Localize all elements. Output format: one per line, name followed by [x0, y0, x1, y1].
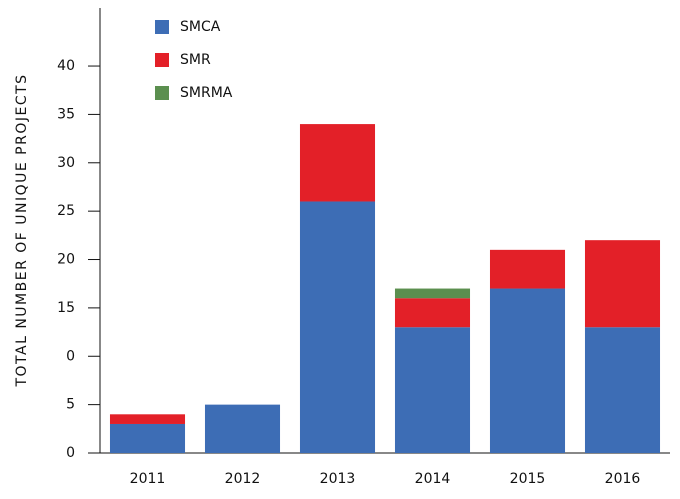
- bar-segment: [299, 124, 376, 202]
- bar-segment: [394, 327, 471, 453]
- x-tick-label: 2014: [415, 471, 451, 487]
- bar-segment: [584, 327, 661, 453]
- y-axis-label: TOTAL NUMBER OF UNIQUE PROJECTS: [14, 73, 30, 387]
- bar-segment: [394, 298, 471, 328]
- y-tick-label: 0: [66, 348, 75, 364]
- y-tick-label: 25: [57, 203, 75, 219]
- bar-segment: [109, 414, 186, 424]
- bar-segment: [204, 404, 281, 453]
- bar-segment: [489, 288, 566, 453]
- legend-label: SMRMA: [180, 85, 233, 101]
- y-tick-label: 30: [57, 155, 75, 171]
- legend-swatch: [155, 86, 169, 100]
- x-tick-label: 2015: [510, 471, 546, 487]
- bar-segment: [109, 423, 186, 453]
- x-tick-label: 2012: [225, 471, 261, 487]
- y-tick-label: 20: [57, 252, 75, 268]
- y-tick-label: 15: [57, 300, 75, 316]
- y-tick-label: 5: [66, 397, 75, 413]
- legend-label: SMR: [180, 52, 211, 68]
- bar-segment: [299, 201, 376, 453]
- bar-segment: [489, 249, 566, 289]
- y-tick-label: 40: [57, 58, 75, 74]
- x-tick-label: 2011: [130, 471, 166, 487]
- y-tick-label: 35: [57, 106, 75, 122]
- y-tick-label: 0: [66, 445, 75, 461]
- bar-segment: [584, 240, 661, 328]
- legend-swatch: [155, 53, 169, 67]
- x-tick-label: 2013: [320, 471, 356, 487]
- legend-swatch: [155, 20, 169, 34]
- x-tick-label: 2016: [605, 471, 641, 487]
- bar-segment: [394, 288, 471, 299]
- legend-label: SMCA: [180, 19, 221, 35]
